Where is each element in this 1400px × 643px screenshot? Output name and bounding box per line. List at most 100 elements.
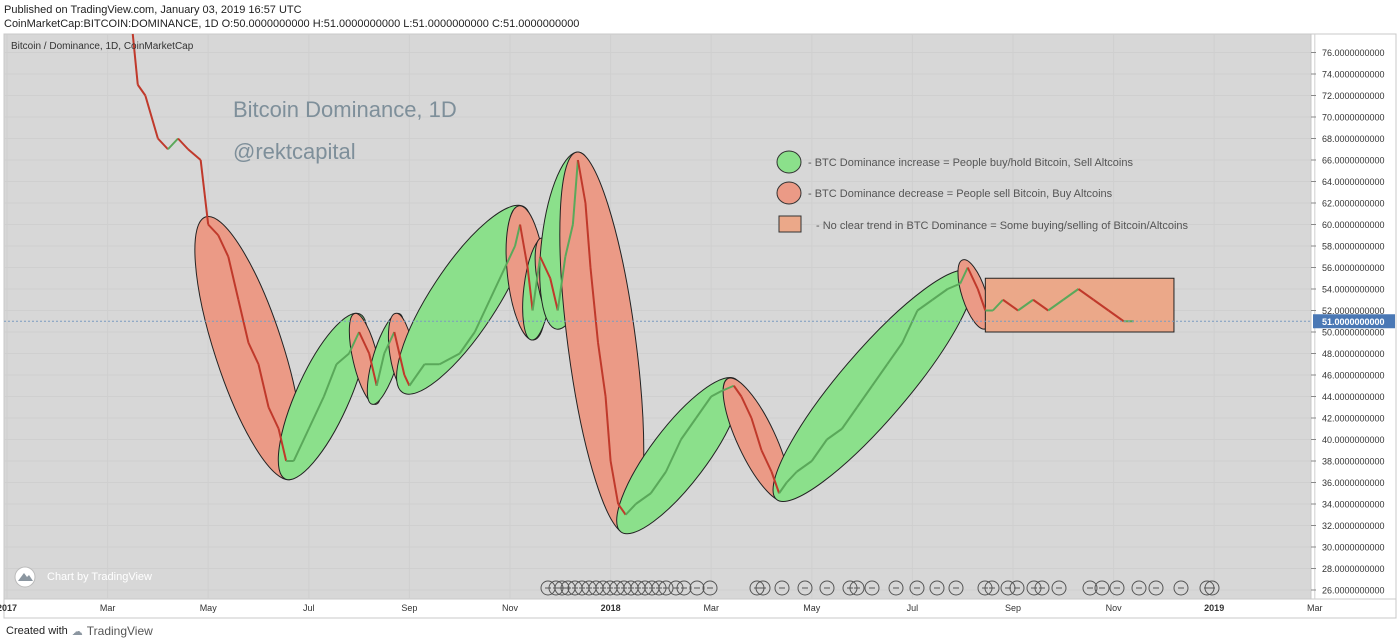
price-segment	[549, 278, 559, 311]
y-tick-label: 36.0000000000	[1322, 478, 1385, 488]
y-tick-label: 58.0000000000	[1322, 242, 1385, 252]
event-marker-icon	[676, 580, 692, 596]
price-segment	[1017, 298, 1034, 312]
price-axis[interactable]: 76.0000000000 74.0000000000 72.0000000000 7…	[1311, 48, 1385, 596]
event-markers	[540, 580, 1220, 596]
price-segment	[277, 428, 288, 462]
price-segment	[539, 256, 552, 279]
legend-green-circle-icon	[776, 150, 802, 174]
time-axis[interactable]: 2017 Mar May Jul Sep Nov 2018 Mar May Jul Sep Nov 20…	[0, 603, 1323, 613]
price-segment	[1092, 298, 1110, 312]
price-segment	[576, 159, 587, 204]
price-segment	[368, 353, 378, 386]
y-tick-label: 46.0000000000	[1322, 371, 1385, 381]
event-marker-icon	[1009, 580, 1025, 596]
price-segment	[810, 438, 828, 462]
tradingview-brand[interactable]: TradingView	[86, 624, 153, 638]
footer-credit[interactable]: Created with ☁ TradingView	[6, 624, 153, 638]
legend-rect-icon	[778, 215, 802, 233]
x-tick-label: Jul	[303, 603, 315, 613]
y-tick-label: 72.0000000000	[1322, 91, 1385, 101]
price-segment	[710, 390, 722, 398]
price-segment	[584, 202, 592, 268]
price-segment	[144, 95, 159, 139]
y-tick-label: 42.0000000000	[1322, 414, 1385, 424]
event-marker-icon	[909, 580, 925, 596]
price-segment	[439, 352, 461, 366]
current-price-label: 51.0000000000	[1322, 317, 1385, 327]
increase-zone-ellipse	[277, 312, 368, 481]
y-tick-label: 74.0000000000	[1322, 70, 1385, 80]
price-segment	[604, 396, 612, 462]
price-segment	[247, 342, 260, 365]
price-segment	[217, 234, 230, 258]
event-marker-icon	[864, 580, 880, 596]
event-marker-icon	[755, 580, 771, 596]
price-segment	[609, 460, 620, 505]
y-tick-label: 66.0000000000	[1322, 156, 1385, 166]
price-segment	[760, 449, 773, 473]
price-segment	[826, 427, 843, 441]
x-tick-label: Nov	[502, 603, 519, 613]
price-segment	[237, 299, 250, 343]
event-marker-icon	[1051, 580, 1067, 596]
price-segment	[335, 352, 350, 366]
price-segment	[292, 428, 310, 462]
y-tick-label: 56.0000000000	[1322, 263, 1385, 273]
price-segment	[733, 385, 743, 398]
price-segment	[257, 364, 270, 408]
price-segment	[488, 267, 506, 301]
event-marker-icon	[929, 580, 945, 596]
event-marker-icon	[689, 580, 705, 596]
x-tick-label: 2017	[0, 603, 17, 613]
y-tick-label: 38.0000000000	[1322, 457, 1385, 467]
x-tick-label: Nov	[1106, 603, 1123, 613]
price-segment	[383, 331, 396, 354]
y-tick-label: 44.0000000000	[1322, 392, 1385, 402]
event-marker-icon	[849, 580, 865, 596]
event-marker-icon	[1131, 580, 1147, 596]
y-tick-label: 54.0000000000	[1322, 285, 1385, 295]
x-tick-label: 2018	[601, 603, 621, 613]
price-segment	[526, 267, 534, 311]
price-segment	[947, 282, 961, 290]
y-tick-label: 76.0000000000	[1322, 48, 1385, 58]
price-segment	[199, 159, 210, 225]
price-segment	[680, 417, 697, 441]
range-box	[984, 277, 1175, 333]
event-marker-icon	[1204, 580, 1220, 596]
published-info: Published on TradingView.com, January 03…	[4, 4, 302, 16]
y-tick-label: 40.0000000000	[1322, 435, 1385, 445]
price-segment	[564, 224, 574, 257]
price-segment	[267, 406, 280, 430]
x-tick-label: Sep	[401, 603, 417, 613]
price-segment	[871, 363, 889, 387]
event-marker-icon	[1094, 580, 1110, 596]
price-segment	[992, 299, 1004, 312]
event-marker-icon	[1109, 580, 1125, 596]
price-segment	[131, 33, 139, 85]
price-segment	[886, 342, 904, 365]
price-segment	[207, 223, 219, 236]
price-segment	[403, 374, 411, 387]
price-segment	[931, 288, 949, 301]
created-with-label: Created with	[6, 625, 68, 637]
price-segment	[556, 256, 567, 311]
price-segment	[519, 224, 529, 268]
current-price-line: 51.0000000000	[4, 314, 1395, 329]
price-segment	[136, 84, 147, 97]
y-tick-label: 64.0000000000	[1322, 177, 1385, 187]
y-tick-label: 60.0000000000	[1322, 220, 1385, 230]
y-tick-label: 48.0000000000	[1322, 349, 1385, 359]
price-segment	[624, 503, 637, 516]
legend-decrease-text: - BTC Dominance decrease = People sell B…	[808, 188, 1113, 200]
price-segment	[720, 384, 735, 393]
event-marker-icon	[1082, 580, 1098, 596]
x-tick-label: May	[803, 603, 821, 613]
price-segment	[796, 460, 813, 473]
price-segment	[375, 353, 386, 386]
event-marker-icon	[1034, 580, 1050, 596]
event-marker-icon	[702, 580, 718, 596]
event-marker-icon	[1173, 580, 1189, 596]
